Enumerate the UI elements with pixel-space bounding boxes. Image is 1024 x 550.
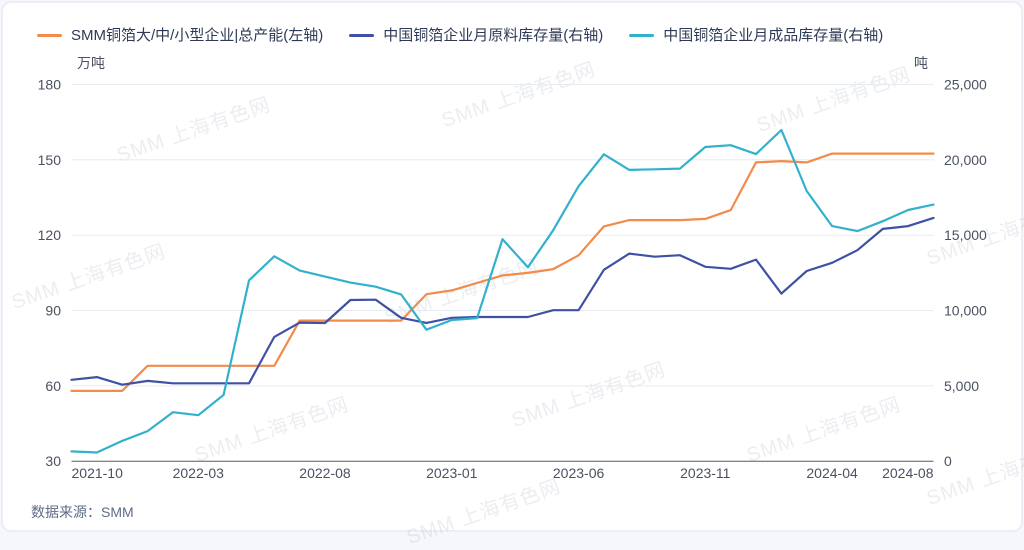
left-axis-unit-label: 万吨 (77, 55, 105, 71)
svg-text:15,000: 15,000 (944, 227, 987, 243)
svg-text:60: 60 (45, 378, 61, 394)
data-source-label: 数据来源：SMM (31, 504, 134, 520)
svg-text:0: 0 (944, 453, 952, 469)
svg-text:2024-08: 2024-08 (882, 465, 934, 481)
svg-text:30: 30 (45, 453, 61, 469)
svg-text:90: 90 (45, 303, 61, 319)
svg-text:5,000: 5,000 (944, 378, 979, 394)
svg-text:2022-03: 2022-03 (173, 465, 225, 481)
svg-text:2022-08: 2022-08 (299, 465, 351, 481)
legend-label: SMM铜箔大/中/小型企业|总产能(左轴) (71, 27, 324, 44)
legend-label: 中国铜箔企业月原料库存量(右轴) (383, 27, 604, 44)
legend-item-raw-material-inventory[interactable]: 中国铜箔企业月原料库存量(右轴) (349, 28, 603, 43)
svg-text:20,000: 20,000 (944, 152, 987, 168)
svg-text:2023-06: 2023-06 (553, 465, 605, 481)
svg-text:150: 150 (38, 152, 62, 168)
line-chart-canvas: 30 60 90 120 150 180 0 5,000 10,000 15,000 20,000 2… (38, 77, 987, 482)
svg-text:2021-10: 2021-10 (72, 465, 124, 481)
legend-item-finished-goods-inventory[interactable]: 中国铜箔企业月成品库存量(右轴) (629, 28, 883, 43)
svg-text:2023-11: 2023-11 (680, 465, 731, 481)
legend-line-icon (37, 33, 62, 38)
right-axis-unit-label: 吨 (914, 55, 928, 71)
svg-text:25,000: 25,000 (944, 77, 987, 93)
legend-line-icon (349, 33, 375, 38)
svg-text:2023-01: 2023-01 (426, 465, 478, 481)
svg-text:180: 180 (38, 77, 62, 93)
legend-item-capacity[interactable]: SMM铜箔大/中/小型企业|总产能(左轴) (37, 28, 323, 43)
svg-text:2024-04: 2024-04 (806, 465, 858, 481)
svg-text:10,000: 10,000 (944, 303, 987, 319)
legend-line-icon (629, 33, 655, 38)
legend-label: 中国铜箔企业月成品库存量(右轴) (663, 27, 884, 44)
svg-text:120: 120 (38, 227, 62, 243)
chart-legend: SMM铜箔大/中/小型企业|总产能(左轴) 中国铜箔企业月原料库存量(右轴) 中… (37, 28, 883, 43)
